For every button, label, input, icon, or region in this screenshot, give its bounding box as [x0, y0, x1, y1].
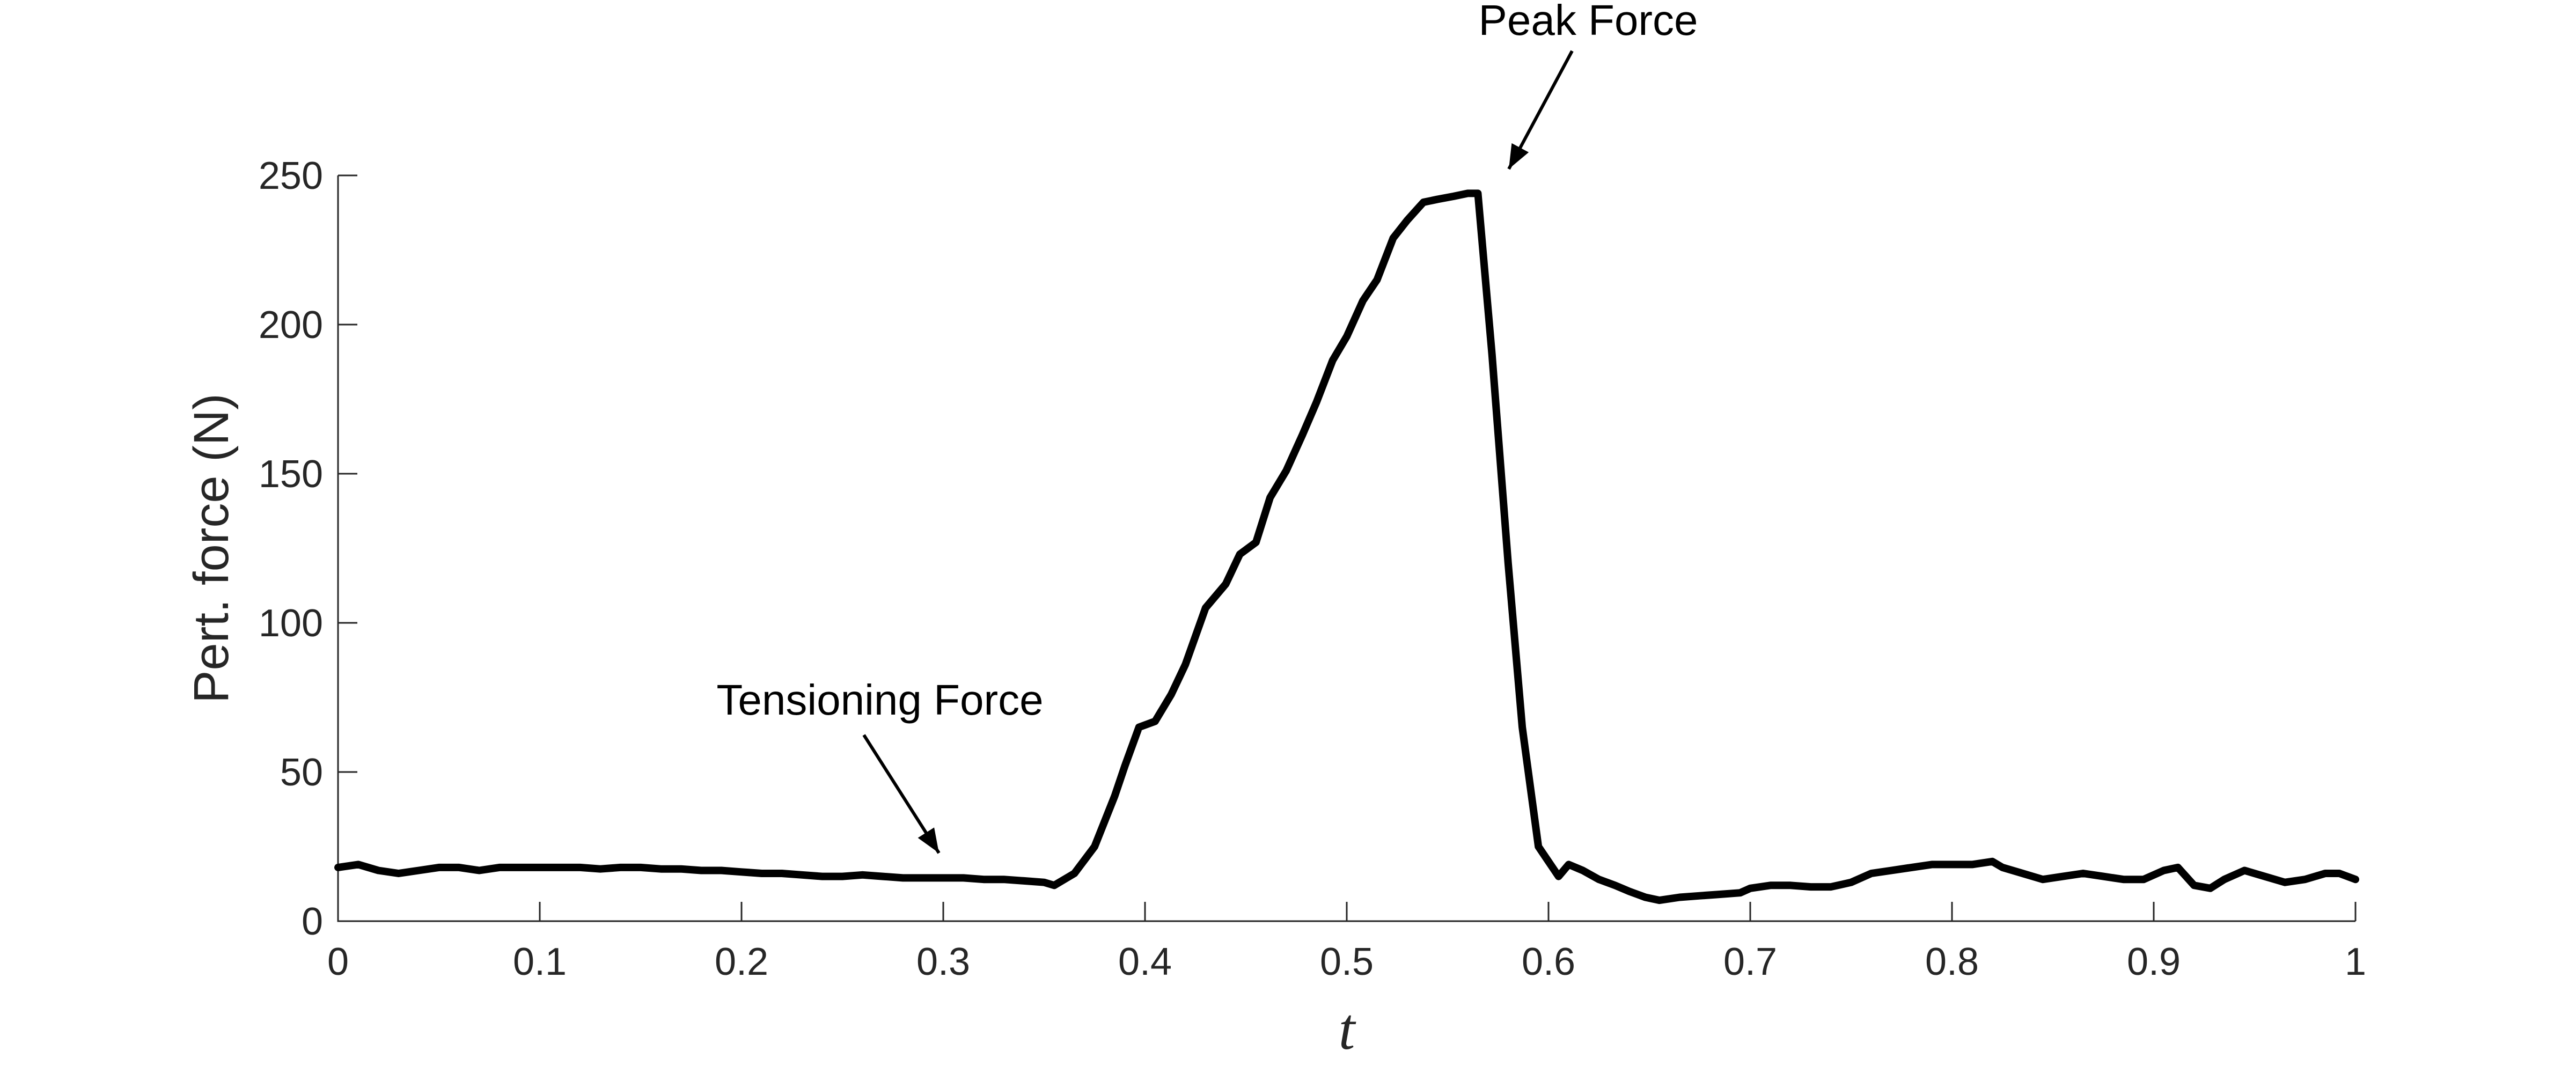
annotation-label: Tensioning Force [716, 676, 1043, 724]
annotation-label: Peak Force [1478, 0, 1698, 44]
x-tick-label: 0.6 [1522, 940, 1575, 983]
y-tick-label: 200 [259, 304, 323, 347]
x-tick-label: 0.5 [1320, 940, 1374, 983]
chart-axes: 0 0.1 0.2 0.3 0.4 0.5 0.6 0.7 0.8 0.9 1 0 50 100 150 20… [259, 155, 2366, 983]
x-tick-label: 0 [327, 940, 349, 983]
x-tick-label: 0.3 [916, 940, 970, 983]
annotation-arrowhead [918, 827, 939, 853]
x-tick-label: 0.2 [715, 940, 768, 983]
y-tick-label: 50 [280, 751, 323, 794]
y-tick-label: 0 [302, 900, 323, 943]
y-tick-label: 150 [259, 453, 323, 496]
series-line-0 [334, 189, 2359, 905]
x-tick-label: 0.4 [1118, 940, 1172, 983]
y-tick-label: 100 [259, 602, 323, 645]
x-tick-label: 0.1 [513, 940, 567, 983]
x-tick-label: 0.7 [1723, 940, 1777, 983]
x-tick-label: 1 [2345, 940, 2366, 983]
annotation-arrowhead [1509, 143, 1529, 169]
chart-annotations: Peak Force Tensioning Force [716, 0, 1698, 854]
y-tick-label: 250 [259, 155, 323, 197]
x-axis-label: t [1339, 996, 1356, 1062]
y-axis-label: Pert. force (N) [184, 393, 239, 703]
x-tick-label: 0.9 [2127, 940, 2181, 983]
chart-plot-area [334, 189, 2359, 905]
x-tick-label: 0.8 [1925, 940, 1979, 983]
